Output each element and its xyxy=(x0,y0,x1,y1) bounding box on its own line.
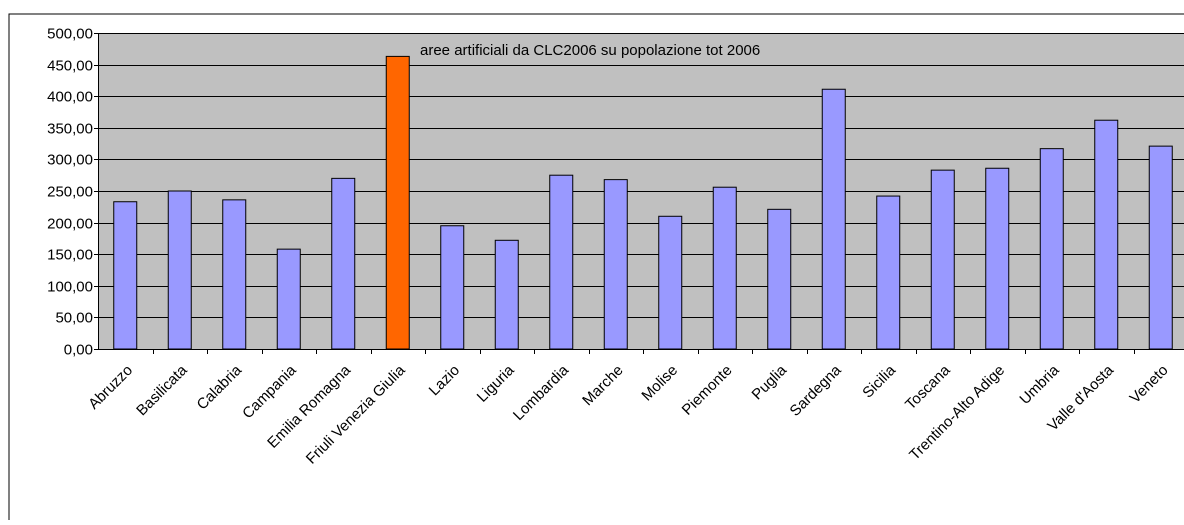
bar-lazio xyxy=(440,225,465,350)
bar-sicilia xyxy=(876,195,901,350)
y-tick-label: 400,00 xyxy=(47,89,93,106)
bar-valle-d-aosta xyxy=(1094,119,1119,350)
bar-toscana xyxy=(930,169,955,350)
bar-sardegna xyxy=(821,88,846,350)
y-tick-label: 150,00 xyxy=(47,247,93,264)
y-tick-label: 50,00 xyxy=(55,310,93,327)
y-tick-label: 250,00 xyxy=(47,184,93,201)
bar-marche xyxy=(603,179,628,350)
bar-abruzzo xyxy=(113,201,138,350)
y-tick-label: 300,00 xyxy=(47,152,93,169)
bar-liguria xyxy=(494,239,519,350)
bar-piemonte xyxy=(712,186,737,350)
bar-friuli-venezia-giulia xyxy=(385,55,410,350)
y-tick-label: 500,00 xyxy=(47,26,93,43)
bar-puglia xyxy=(767,208,792,350)
bar-molise xyxy=(658,215,683,350)
bar-emilia-romagna xyxy=(331,177,356,350)
y-tick-label: 100,00 xyxy=(47,279,93,296)
y-tick-label: 200,00 xyxy=(47,216,93,233)
y-tick-label: 450,00 xyxy=(47,58,93,75)
bar-campania xyxy=(276,248,301,350)
bar-calabria xyxy=(222,199,247,350)
bar-lombardia xyxy=(549,174,574,350)
y-tick-label: 0,00 xyxy=(64,342,93,359)
bar-trentino-alto-adige xyxy=(985,167,1010,350)
bar-basilicata xyxy=(167,190,192,350)
bar-umbria xyxy=(1039,148,1064,350)
chart-title: aree artificiali da CLC2006 su popolazio… xyxy=(420,42,760,59)
bar-veneto xyxy=(1148,145,1173,350)
y-tick-label: 350,00 xyxy=(47,121,93,138)
